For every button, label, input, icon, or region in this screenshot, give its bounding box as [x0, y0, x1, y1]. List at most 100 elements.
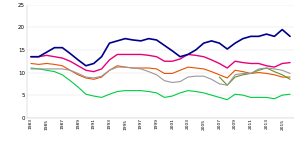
Flandre: [29, 67, 33, 69]
Flandre: [186, 90, 190, 92]
Bruxelles: [76, 59, 80, 61]
Flandre: [257, 96, 260, 98]
Flandre: [178, 92, 182, 94]
Bruxelles: [273, 35, 276, 37]
EU-28: [265, 67, 268, 69]
Flandre: [139, 90, 143, 92]
Wallonie: [29, 56, 33, 58]
Wallonie: [202, 56, 206, 58]
Belgique: [76, 74, 80, 76]
Bruxelles: [45, 51, 48, 53]
Bruxelles: [210, 40, 213, 42]
Line: EU-15: EU-15: [31, 67, 290, 85]
Line: EU-28: EU-28: [219, 68, 290, 85]
EU-28: [257, 69, 260, 71]
EU-15: [233, 74, 237, 76]
EU-15: [53, 68, 56, 70]
Flandre: [241, 94, 245, 96]
Flandre: [280, 94, 284, 96]
EU-28: [218, 76, 221, 78]
Flandre: [92, 95, 95, 97]
Bruxelles: [68, 53, 72, 54]
Line: Bruxelles: Bruxelles: [31, 30, 290, 66]
Belgique: [178, 69, 182, 71]
Belgique: [186, 66, 190, 68]
Flandre: [37, 68, 40, 70]
Belgique: [45, 62, 48, 64]
Flandre: [108, 93, 111, 95]
EU-15: [210, 78, 213, 80]
Wallonie: [218, 62, 221, 64]
Belgique: [257, 72, 260, 73]
Flandre: [163, 96, 166, 98]
Flandre: [116, 91, 119, 92]
Bruxelles: [53, 47, 56, 49]
Belgique: [226, 77, 229, 79]
Flandre: [288, 93, 292, 95]
Flandre: [210, 94, 213, 96]
Flandre: [123, 90, 127, 92]
EU-15: [218, 83, 221, 85]
EU-15: [100, 75, 103, 77]
Bruxelles: [92, 62, 95, 64]
Bruxelles: [186, 54, 190, 55]
Flandre: [84, 93, 88, 95]
EU-15: [92, 77, 95, 79]
Wallonie: [100, 68, 103, 70]
Bruxelles: [202, 42, 206, 44]
Wallonie: [139, 54, 143, 55]
Wallonie: [123, 54, 127, 55]
Wallonie: [108, 59, 111, 61]
Wallonie: [61, 57, 64, 59]
Flandre: [131, 90, 135, 92]
EU-15: [241, 73, 245, 74]
Wallonie: [131, 54, 135, 55]
Belgique: [265, 73, 268, 74]
Line: Belgique: Belgique: [31, 63, 290, 79]
Bruxelles: [123, 38, 127, 40]
Wallonie: [257, 62, 260, 64]
EU-15: [139, 68, 143, 70]
EU-28: [280, 74, 284, 76]
Wallonie: [186, 54, 190, 55]
Bruxelles: [84, 65, 88, 67]
Belgique: [155, 68, 158, 70]
Bruxelles: [147, 38, 151, 40]
Flandre: [100, 96, 103, 98]
Flandre: [233, 93, 237, 95]
Belgique: [273, 74, 276, 76]
Bruxelles: [131, 39, 135, 41]
Wallonie: [265, 65, 268, 67]
Belgique: [288, 76, 292, 78]
Belgique: [53, 63, 56, 65]
Flandre: [68, 80, 72, 82]
EU-15: [249, 73, 253, 74]
EU-15: [131, 67, 135, 69]
Belgique: [218, 74, 221, 76]
Belgique: [100, 76, 103, 78]
EU-15: [29, 68, 33, 70]
EU-15: [37, 68, 40, 70]
Wallonie: [163, 60, 166, 62]
Bruxelles: [288, 35, 292, 37]
Wallonie: [155, 56, 158, 58]
Belgique: [194, 67, 198, 69]
Wallonie: [249, 62, 253, 64]
Wallonie: [45, 54, 48, 56]
Belgique: [123, 66, 127, 68]
EU-28: [273, 71, 276, 73]
Bruxelles: [249, 35, 253, 37]
EU-15: [226, 84, 229, 86]
EU-15: [116, 66, 119, 68]
Flandre: [226, 99, 229, 101]
EU-15: [68, 69, 72, 71]
Wallonie: [280, 62, 284, 64]
Bruxelles: [265, 33, 268, 35]
Belgique: [233, 69, 237, 71]
Bruxelles: [194, 49, 198, 51]
Bruxelles: [155, 39, 158, 41]
EU-15: [45, 68, 48, 70]
EU-15: [61, 68, 64, 70]
Flandre: [265, 96, 268, 98]
Bruxelles: [108, 42, 111, 44]
